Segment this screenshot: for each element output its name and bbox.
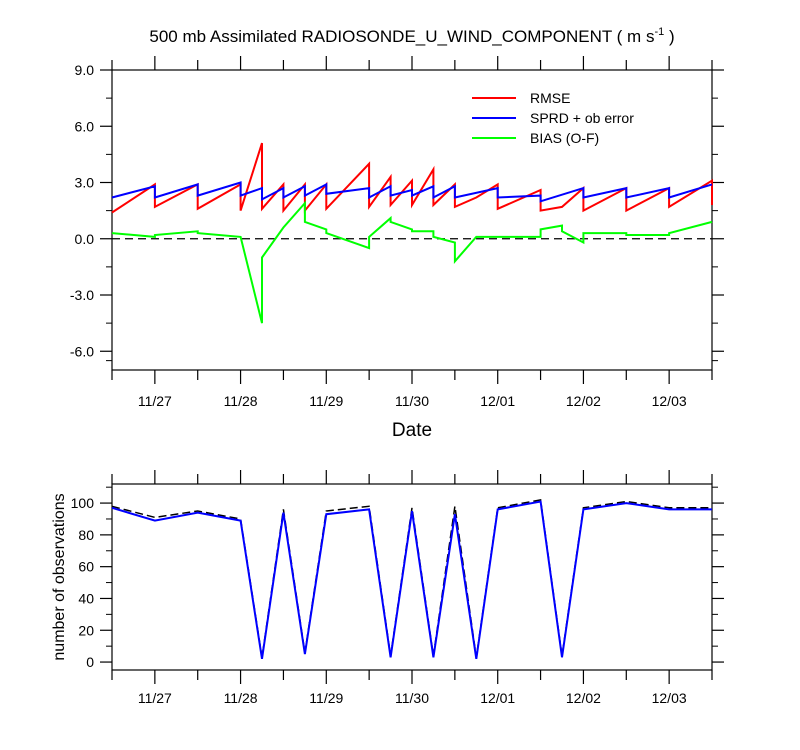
bottom-x-axis: 11/27 11/28 11/29 11/30 12/01 12/02 12/03 <box>111 470 713 706</box>
y-tick-label: 6.0 <box>75 118 95 134</box>
x-tick-label: 11/29 <box>309 690 343 706</box>
x-tick-label: 12/01 <box>480 690 515 706</box>
chart-title: 500 mb Assimilated RADIOSONDE_U_WIND_COM… <box>149 26 674 46</box>
legend-label: SPRD + ob error <box>530 110 634 126</box>
top-panel: 9.0 6.0 3.0 0.0 -3.0 -6.0 11/27 11/28 11/29 11/3… <box>70 56 724 441</box>
y-tick-label: 9.0 <box>75 62 95 78</box>
x-tick-label: 11/28 <box>224 690 258 706</box>
x-tick-label: 12/03 <box>652 690 687 706</box>
legend-label: BIAS (O-F) <box>530 130 599 146</box>
x-tick-label: 11/29 <box>309 393 343 409</box>
bottom-y-axis: 0 20 40 60 80 100 <box>71 486 724 670</box>
series-line-obs-used <box>111 500 712 660</box>
x-tick-label: 11/27 <box>138 393 172 409</box>
series-line-sprd-ob-error <box>111 181 713 203</box>
x-tick-label: 12/02 <box>566 690 601 706</box>
top-legend: RMSE SPRD + ob error BIAS (O-F) <box>472 90 634 146</box>
y-tick-label: 60 <box>78 559 94 575</box>
top-y-axis: 9.0 6.0 3.0 0.0 -3.0 -6.0 <box>70 62 724 362</box>
x-tick-label: 11/30 <box>395 393 429 409</box>
y-axis-title-observations: number of observations <box>51 493 68 660</box>
bottom-series-group <box>111 499 712 660</box>
y-tick-label: 40 <box>78 590 94 606</box>
x-tick-label: 12/02 <box>566 393 601 409</box>
y-tick-label: -3.0 <box>70 287 94 303</box>
legend-label: RMSE <box>530 90 570 106</box>
x-axis-title: Date <box>392 420 432 441</box>
x-tick-label: 11/28 <box>224 393 258 409</box>
y-tick-label: 80 <box>78 527 94 543</box>
top-series-group <box>111 142 713 324</box>
y-tick-label: 3.0 <box>75 175 95 191</box>
y-tick-label: 20 <box>78 622 94 638</box>
y-tick-label: 100 <box>71 495 95 511</box>
series-line-rmse <box>111 142 713 214</box>
y-tick-label: 0 <box>86 654 94 670</box>
y-tick-label: -6.0 <box>70 343 94 359</box>
y-tick-label: 0.0 <box>75 231 95 247</box>
series-line-bias-o-f <box>111 200 713 324</box>
x-tick-label: 11/30 <box>395 690 429 706</box>
x-tick-label: 12/03 <box>652 393 687 409</box>
x-tick-label: 12/01 <box>480 393 515 409</box>
x-tick-label: 11/27 <box>138 690 172 706</box>
top-x-axis: 11/27 11/28 11/29 11/30 12/01 12/02 12/03 <box>111 56 713 409</box>
bottom-panel: 0 20 40 60 80 100 11/27 11/28 11/29 11/30 12/01 12… <box>51 470 724 706</box>
